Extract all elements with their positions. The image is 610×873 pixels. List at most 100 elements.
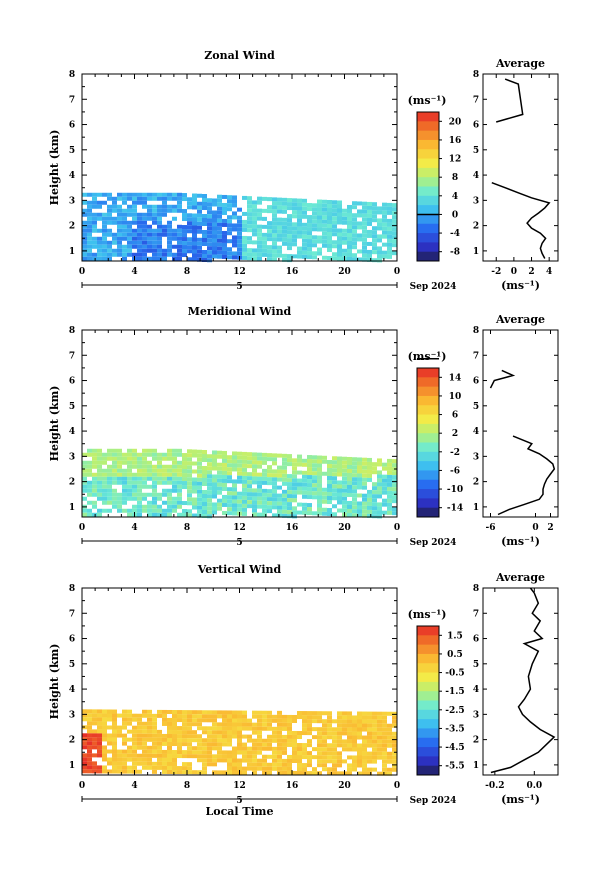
data-cell bbox=[352, 253, 357, 258]
data-cell bbox=[157, 456, 162, 461]
data-cell bbox=[237, 750, 242, 755]
data-cell bbox=[122, 757, 127, 762]
data-cell bbox=[317, 211, 322, 216]
data-cell bbox=[372, 238, 377, 243]
data-cell bbox=[312, 215, 317, 220]
data-cell bbox=[337, 508, 342, 513]
data-cell bbox=[162, 761, 167, 766]
colorbar-segment bbox=[417, 709, 439, 720]
data-cell bbox=[287, 226, 292, 231]
x-tick-label: 8 bbox=[184, 267, 190, 277]
data-cell bbox=[272, 217, 277, 222]
data-cell bbox=[342, 719, 347, 724]
data-cell bbox=[262, 504, 267, 509]
data-cell bbox=[117, 456, 122, 461]
data-cell bbox=[372, 470, 377, 475]
data-cell bbox=[282, 481, 287, 486]
data-cell bbox=[297, 234, 302, 239]
data-cell bbox=[242, 754, 247, 759]
data-cell bbox=[287, 214, 292, 219]
data-cell bbox=[327, 731, 332, 736]
data-cell bbox=[277, 469, 282, 474]
data-cell bbox=[137, 488, 142, 493]
data-cell bbox=[157, 745, 162, 750]
data-cell bbox=[207, 734, 212, 739]
data-cell bbox=[312, 719, 317, 724]
data-cell bbox=[137, 757, 142, 762]
data-cell bbox=[322, 727, 327, 732]
data-cell bbox=[157, 232, 162, 237]
data-cell bbox=[317, 463, 322, 468]
data-cell bbox=[292, 486, 297, 491]
data-cell bbox=[222, 222, 227, 227]
data-cell bbox=[167, 504, 172, 509]
data-cell bbox=[187, 465, 192, 470]
data-cell bbox=[202, 762, 207, 767]
data-cell bbox=[307, 255, 312, 260]
data-cell bbox=[237, 746, 242, 751]
data-cell bbox=[257, 452, 262, 457]
data-cell bbox=[172, 472, 177, 477]
data-cell bbox=[362, 755, 367, 760]
data-cell bbox=[317, 247, 322, 252]
data-cell bbox=[267, 501, 272, 506]
data-cell bbox=[187, 197, 192, 202]
data-cell bbox=[312, 235, 317, 240]
data-cell bbox=[192, 197, 197, 202]
data-cell bbox=[177, 224, 182, 229]
data-cell bbox=[147, 236, 152, 241]
data-cell bbox=[382, 254, 387, 259]
data-cell bbox=[247, 224, 252, 229]
data-cell bbox=[347, 460, 352, 465]
data-cell bbox=[267, 209, 272, 214]
data-cell bbox=[142, 200, 147, 205]
data-cell bbox=[362, 201, 367, 206]
data-cell bbox=[192, 469, 197, 474]
data-cell bbox=[327, 212, 332, 217]
data-cell bbox=[182, 217, 187, 222]
data-cell bbox=[352, 723, 357, 728]
data-cell bbox=[352, 205, 357, 210]
data-cell bbox=[127, 236, 132, 241]
data-cell bbox=[347, 480, 352, 485]
data-cell bbox=[337, 771, 342, 776]
data-cell bbox=[292, 466, 297, 471]
data-cell bbox=[362, 771, 367, 776]
data-cell bbox=[122, 488, 127, 493]
data-cell bbox=[152, 496, 157, 501]
data-cell bbox=[312, 475, 317, 480]
data-cell bbox=[327, 492, 332, 497]
colorbar-tick-label: -10 bbox=[447, 485, 463, 495]
data-cell bbox=[137, 472, 142, 477]
data-cell bbox=[202, 237, 207, 242]
data-cell bbox=[112, 709, 117, 714]
data-cell bbox=[257, 718, 262, 723]
data-cell bbox=[337, 216, 342, 221]
data-cell bbox=[332, 496, 337, 501]
data-cell bbox=[302, 494, 307, 499]
data-cell bbox=[392, 511, 397, 516]
data-cell bbox=[162, 713, 167, 718]
data-cell bbox=[292, 458, 297, 463]
data-cell bbox=[277, 770, 282, 775]
data-cell bbox=[382, 502, 387, 507]
data-cell bbox=[82, 200, 87, 205]
data-cell bbox=[317, 203, 322, 208]
data-cell bbox=[297, 755, 302, 760]
data-cell bbox=[342, 468, 347, 473]
data-cell bbox=[132, 749, 137, 754]
data-cell bbox=[317, 467, 322, 472]
data-cell bbox=[332, 767, 337, 772]
data-cell bbox=[387, 506, 392, 511]
data-cell bbox=[87, 200, 92, 205]
data-cell bbox=[202, 505, 207, 510]
data-cell bbox=[162, 488, 167, 493]
data-cell bbox=[207, 458, 212, 463]
data-cell bbox=[297, 510, 302, 515]
data-cell bbox=[137, 248, 142, 253]
data-cell bbox=[167, 204, 172, 209]
data-cell bbox=[262, 714, 267, 719]
data-cell bbox=[257, 476, 262, 481]
data-cell bbox=[242, 479, 247, 484]
data-cell bbox=[152, 480, 157, 485]
